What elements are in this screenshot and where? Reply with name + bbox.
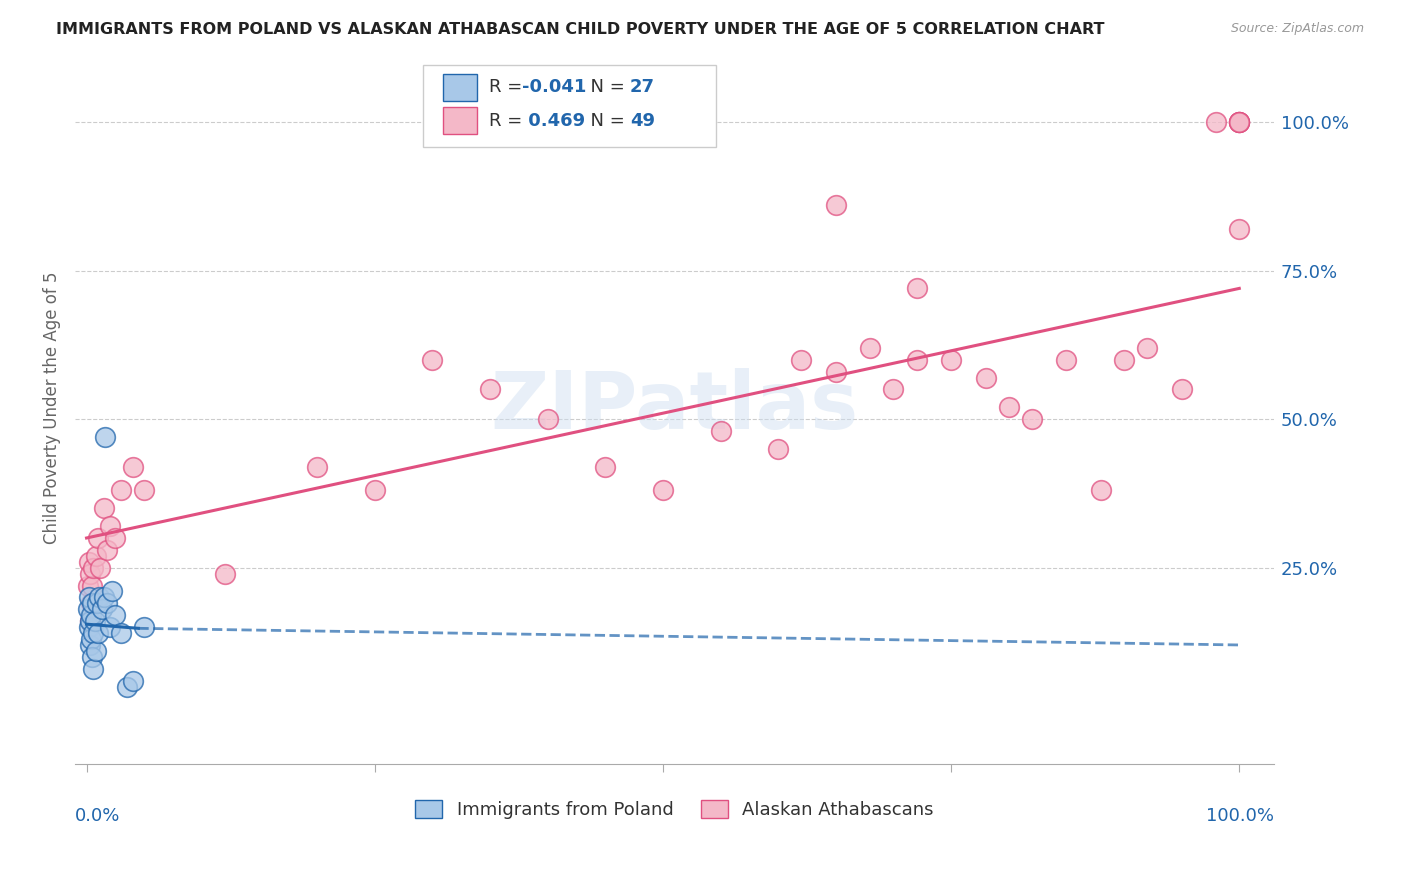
Point: [86, 596, 108, 610]
Point: [98, 620, 121, 634]
Point: [80, 608, 103, 623]
Point: [110, 483, 132, 498]
Point: [905, 352, 928, 367]
FancyBboxPatch shape: [423, 65, 717, 147]
Point: [824, 365, 846, 379]
Point: [77, 620, 100, 634]
Point: [121, 459, 143, 474]
Point: [1170, 383, 1192, 397]
Point: [905, 281, 928, 295]
Text: 27: 27: [630, 78, 655, 96]
FancyBboxPatch shape: [443, 74, 477, 101]
Point: [87, 531, 110, 545]
Point: [115, 680, 138, 694]
Point: [82, 560, 104, 574]
Point: [76, 602, 98, 616]
Point: [82, 662, 104, 676]
Point: [94, 430, 117, 444]
Point: [1227, 115, 1250, 129]
Point: [96, 542, 118, 557]
Point: [882, 383, 904, 397]
Text: N =: N =: [578, 78, 630, 96]
Point: [1205, 115, 1227, 129]
Point: [134, 483, 156, 498]
Point: [101, 584, 124, 599]
Point: [79, 614, 101, 628]
FancyBboxPatch shape: [443, 107, 477, 135]
Point: [77, 555, 100, 569]
Point: [104, 608, 127, 623]
Point: [84, 549, 107, 563]
Point: [790, 352, 813, 367]
Point: [1227, 115, 1250, 129]
Text: 0.469: 0.469: [522, 112, 585, 130]
Point: [422, 352, 444, 367]
Text: N =: N =: [578, 112, 630, 130]
Text: R =: R =: [489, 78, 527, 96]
Point: [89, 591, 111, 605]
Point: [1054, 352, 1077, 367]
Point: [96, 596, 118, 610]
Point: [1227, 115, 1250, 129]
Text: 49: 49: [630, 112, 655, 130]
Point: [651, 483, 673, 498]
Point: [82, 578, 104, 592]
Point: [939, 352, 962, 367]
Point: [214, 566, 236, 581]
Point: [80, 632, 103, 646]
Point: [93, 501, 115, 516]
Point: [709, 424, 731, 438]
Point: [997, 401, 1019, 415]
Text: 100.0%: 100.0%: [1206, 806, 1274, 824]
Point: [82, 649, 104, 664]
Point: [93, 591, 115, 605]
Text: ZIPatlas: ZIPatlas: [491, 368, 859, 446]
Point: [1227, 222, 1250, 236]
Point: [1112, 352, 1135, 367]
Point: [82, 596, 104, 610]
Point: [104, 531, 127, 545]
Point: [1021, 412, 1043, 426]
Point: [364, 483, 387, 498]
Point: [79, 638, 101, 652]
Text: R =: R =: [489, 112, 527, 130]
Point: [766, 442, 789, 456]
Point: [82, 626, 104, 640]
Point: [1136, 341, 1159, 355]
Point: [121, 673, 143, 688]
Text: Source: ZipAtlas.com: Source: ZipAtlas.com: [1230, 22, 1364, 36]
Point: [974, 370, 997, 384]
Point: [77, 591, 100, 605]
Point: [110, 626, 132, 640]
Text: IMMIGRANTS FROM POLAND VS ALASKAN ATHABASCAN CHILD POVERTY UNDER THE AGE OF 5 CO: IMMIGRANTS FROM POLAND VS ALASKAN ATHABA…: [56, 22, 1105, 37]
Point: [84, 644, 107, 658]
Point: [76, 578, 98, 592]
Point: [593, 459, 616, 474]
Y-axis label: Child Poverty Under the Age of 5: Child Poverty Under the Age of 5: [44, 271, 60, 543]
Point: [307, 459, 329, 474]
Text: 0.0%: 0.0%: [75, 806, 121, 824]
Point: [79, 566, 101, 581]
Point: [83, 614, 105, 628]
Point: [98, 519, 121, 533]
Point: [859, 341, 882, 355]
Legend: Immigrants from Poland, Alaskan Athabascans: Immigrants from Poland, Alaskan Athabasc…: [408, 792, 941, 826]
Point: [80, 596, 103, 610]
Point: [90, 602, 112, 616]
Point: [479, 383, 502, 397]
Text: -0.041: -0.041: [522, 78, 586, 96]
Point: [1227, 115, 1250, 129]
Point: [134, 620, 156, 634]
Point: [89, 560, 111, 574]
Point: [79, 614, 101, 628]
Point: [824, 198, 846, 212]
Point: [87, 626, 110, 640]
Point: [1090, 483, 1112, 498]
Point: [537, 412, 560, 426]
